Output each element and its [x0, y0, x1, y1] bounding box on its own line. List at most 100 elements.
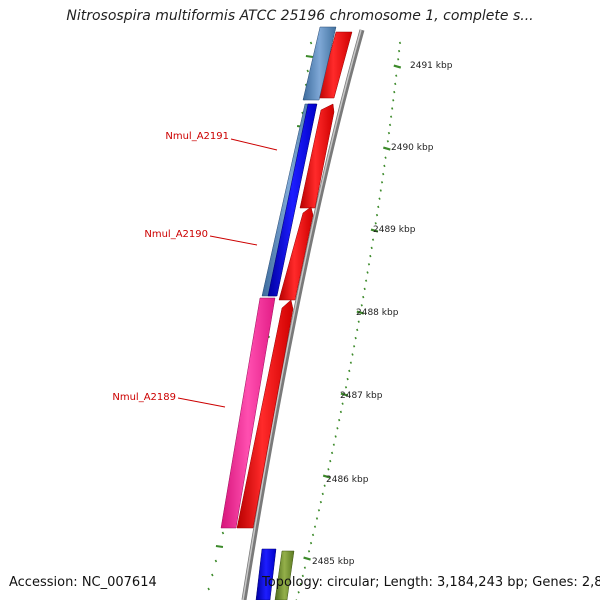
- major-tick: [383, 146, 391, 151]
- inner-tick: [215, 545, 224, 548]
- minor-tick: [397, 49, 401, 53]
- minor-tick: [366, 271, 369, 274]
- summary-text: Topology: circular; Length: 3,184,243 bp…: [262, 575, 600, 590]
- minor-tick: [391, 107, 394, 110]
- minor-tick: [389, 115, 393, 118]
- inner-tick: [309, 41, 313, 45]
- svg-text:Nmul_A2191: Nmul_A2191: [165, 131, 229, 142]
- minor-tick: [369, 254, 372, 258]
- minor-tick: [370, 246, 373, 250]
- minor-tick: [309, 541, 313, 545]
- accession-text: Accession: NC_007614: [9, 575, 157, 590]
- gene-Nmul_A2191-blue: [267, 103, 318, 297]
- inner-tick: [207, 587, 210, 591]
- minor-tick: [348, 369, 351, 373]
- gene-label-Nmul_A2191[interactable]: Nmul_A2191: [165, 131, 278, 151]
- major-tick: [303, 556, 311, 561]
- minor-tick: [397, 58, 400, 61]
- map-title: Nitrosospira multiformis ATCC 25196 chro…: [66, 8, 534, 24]
- gene-label-Nmul_A2189[interactable]: Nmul_A2189: [112, 392, 226, 408]
- inner-tick: [221, 531, 225, 535]
- minor-tick: [392, 99, 395, 102]
- minor-tick: [330, 451, 334, 455]
- minor-tick: [388, 123, 392, 127]
- minor-tick: [313, 525, 317, 528]
- minor-tick: [307, 550, 311, 553]
- inner-tick: [211, 573, 214, 577]
- minor-tick: [344, 386, 348, 389]
- minor-tick: [382, 172, 385, 176]
- minor-tick: [341, 402, 344, 405]
- minor-tick: [338, 418, 341, 422]
- svg-text:Nmul_A2190: Nmul_A2190: [144, 229, 208, 240]
- minor-tick: [317, 509, 321, 512]
- minor-tick: [378, 197, 381, 200]
- minor-tick: [323, 484, 326, 487]
- minor-tick: [377, 205, 380, 209]
- minor-tick: [311, 533, 315, 537]
- minor-tick: [394, 82, 397, 86]
- tick-label-2485: 2485 kbp: [312, 557, 355, 567]
- minor-tick: [346, 377, 349, 381]
- minor-tick: [374, 222, 377, 225]
- inner-tick: [214, 559, 218, 563]
- minor-tick: [303, 566, 307, 569]
- minor-tick: [332, 443, 336, 446]
- minor-tick: [351, 353, 354, 356]
- tick-label-2488: 2488 kbp: [356, 308, 399, 318]
- minor-tick: [301, 574, 304, 578]
- minor-tick: [357, 320, 360, 323]
- tick-label-2489: 2489 kbp: [373, 225, 416, 235]
- minor-tick: [363, 287, 366, 291]
- minor-tick: [356, 328, 359, 332]
- minor-tick: [395, 74, 398, 77]
- minor-tick: [327, 468, 330, 471]
- minor-tick: [329, 459, 332, 463]
- minor-tick: [339, 410, 343, 414]
- minor-tick: [371, 238, 375, 241]
- minor-tick: [393, 90, 396, 94]
- tick-label-2487: 2487 kbp: [340, 391, 383, 401]
- inner-tick: [306, 69, 309, 73]
- minor-tick: [299, 582, 302, 586]
- tick-label-2490: 2490 kbp: [391, 143, 434, 153]
- svg-text:Nmul_A2189: Nmul_A2189: [112, 392, 176, 403]
- gene-label-Nmul_A2190[interactable]: Nmul_A2190: [144, 229, 258, 246]
- tick-label-2491: 2491 kbp: [410, 61, 453, 71]
- minor-tick: [336, 427, 339, 430]
- minor-tick: [367, 263, 371, 266]
- gene-bottom-blue: [255, 548, 277, 600]
- tick-label-2486: 2486 kbp: [326, 475, 369, 485]
- minor-tick: [398, 41, 402, 45]
- minor-tick: [319, 500, 323, 504]
- inner-tick: [305, 55, 314, 58]
- major-tick: [322, 474, 331, 479]
- major-tick: [370, 228, 379, 233]
- minor-tick: [380, 181, 384, 184]
- gene-bottom-olive: [274, 550, 295, 600]
- gene-steelblue-top: [302, 26, 337, 101]
- forward-gene-2: [299, 103, 335, 209]
- minor-tick: [375, 213, 379, 217]
- minor-tick: [321, 492, 324, 496]
- minor-tick: [362, 295, 365, 299]
- minor-tick: [387, 131, 391, 135]
- forward-gene-3: [278, 206, 314, 301]
- minor-tick: [349, 361, 353, 364]
- minor-tick: [297, 591, 300, 594]
- major-tick: [356, 310, 365, 315]
- major-tick: [393, 64, 402, 69]
- gene-Nmul_A2189-pink: [220, 297, 276, 529]
- minor-tick: [334, 435, 337, 438]
- minor-tick: [315, 517, 319, 520]
- major-tick: [340, 392, 349, 397]
- minor-tick: [384, 156, 387, 159]
- chromosome-backbone-highlight: [242, 29, 362, 600]
- minor-tick: [352, 345, 356, 348]
- minor-tick: [379, 189, 382, 192]
- minor-tick: [354, 336, 357, 340]
- minor-tick: [364, 279, 368, 282]
- minor-tick: [383, 164, 386, 168]
- forward-gene-4: [236, 299, 294, 529]
